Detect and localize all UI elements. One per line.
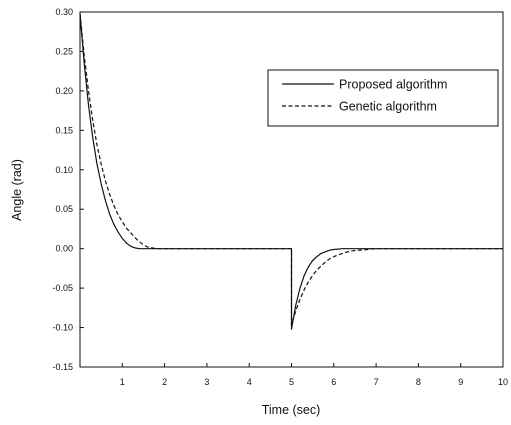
series-line-genetic — [79, 13, 503, 326]
y-tick-label: -0.15 — [52, 362, 73, 372]
y-tick-label: 0.25 — [55, 46, 73, 56]
x-axis-ticks: 1 2 3 4 5 6 7 8 9 10 — [120, 363, 508, 387]
y-tick-label: 0.30 — [55, 7, 73, 17]
y-axis-label: Angle (rad) — [10, 159, 24, 221]
x-tick-label: 8 — [416, 377, 421, 387]
y-tick-label: 0.20 — [55, 86, 73, 96]
x-tick-label: 7 — [374, 377, 379, 387]
series-line-proposed — [79, 13, 503, 330]
series-layer — [79, 13, 503, 330]
x-tick-label: 6 — [331, 377, 336, 387]
x-axis-label: Time (sec) — [262, 403, 321, 417]
x-tick-label: 5 — [289, 377, 294, 387]
legend-label-genetic: Genetic algorithm — [339, 100, 437, 114]
legend-label-proposed: Proposed algorithm — [339, 78, 447, 92]
y-tick-label: -0.10 — [52, 323, 73, 333]
x-tick-label: 3 — [204, 377, 209, 387]
x-tick-label: 9 — [458, 377, 463, 387]
x-tick-label: 4 — [247, 377, 252, 387]
y-tick-label: 0.10 — [55, 165, 73, 175]
y-tick-label: 0.05 — [55, 204, 73, 214]
y-tick-label: 0.00 — [55, 244, 73, 254]
y-tick-label: 0.15 — [55, 125, 73, 135]
x-tick-label: 2 — [162, 377, 167, 387]
legend: Proposed algorithm Genetic algorithm — [267, 69, 499, 127]
x-tick-label: 1 — [120, 377, 125, 387]
legend-box — [267, 69, 499, 127]
y-axis-ticks: 0.30 0.25 0.20 0.15 0.10 0.05 0.00 -0.05 -0.10 -0… — [52, 7, 84, 372]
x-tick-label: 10 — [498, 377, 508, 387]
y-tick-label: -0.05 — [52, 283, 73, 293]
